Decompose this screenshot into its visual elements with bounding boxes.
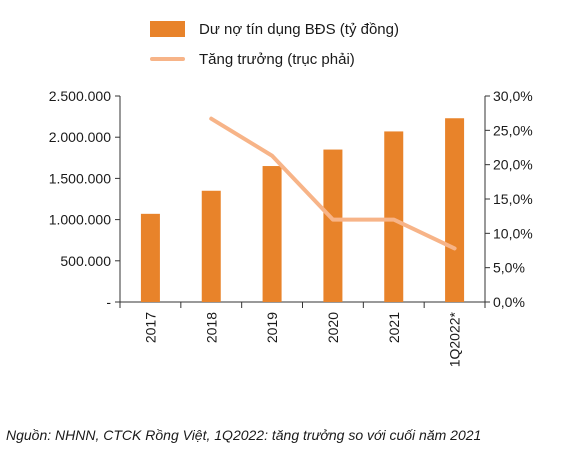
y-left-tick-label: 2.500.000 (49, 88, 111, 104)
x-tick-label: 1Q2022* (447, 311, 463, 367)
source-note: Nguồn: NHNN, CTCK Rồng Việt, 1Q2022: tăn… (6, 427, 482, 443)
y-left-tick-label: 2.000.000 (49, 129, 111, 145)
legend-item-bar: Dư nợ tín dụng BĐS (tỷ đồng) (150, 18, 399, 40)
x-tick-label: 2017 (142, 312, 158, 343)
legend-swatch-line (150, 57, 185, 61)
combo-chart: - 500.000 1.000.000 1.500.000 2.000.000 2.500… (49, 88, 533, 367)
legend-label-line: Tăng trưởng (trục phải) (199, 50, 355, 68)
y-right-tick-label: 10,0% (493, 225, 533, 241)
legend-item-line: Tăng trưởng (trục phải) (150, 48, 399, 70)
y-left-tick-label: - (106, 294, 111, 310)
x-tick-label: 2021 (386, 312, 402, 343)
x-tick-label: 2019 (264, 312, 280, 343)
y-left-tick-label: 1.500.000 (49, 170, 111, 186)
y-left-tick-label: 1.000.000 (49, 212, 111, 228)
legend-label-bar: Dư nợ tín dụng BĐS (tỷ đồng) (199, 20, 399, 38)
bar (384, 131, 404, 302)
bar (445, 118, 465, 302)
y-right-tick-label: 20,0% (493, 157, 533, 173)
legend-swatch-bar (150, 21, 185, 37)
y-left-tick-label: 500.000 (60, 253, 111, 269)
y-right-tick-label: 0,0% (493, 294, 525, 310)
y-right-tick-label: 5,0% (493, 260, 525, 276)
bar (323, 149, 343, 302)
y-right-tick-label: 25,0% (493, 122, 533, 138)
bar (201, 190, 221, 302)
growth-line (209, 116, 457, 251)
bar (262, 166, 282, 302)
y-right-tick-label: 15,0% (493, 191, 533, 207)
x-tick-label: 2020 (325, 312, 341, 343)
bar (140, 213, 160, 302)
y-right-tick-label: 30,0% (493, 88, 533, 104)
legend: Dư nợ tín dụng BĐS (tỷ đồng) Tăng trưởng… (150, 18, 399, 78)
x-tick-label: 2018 (203, 312, 219, 343)
